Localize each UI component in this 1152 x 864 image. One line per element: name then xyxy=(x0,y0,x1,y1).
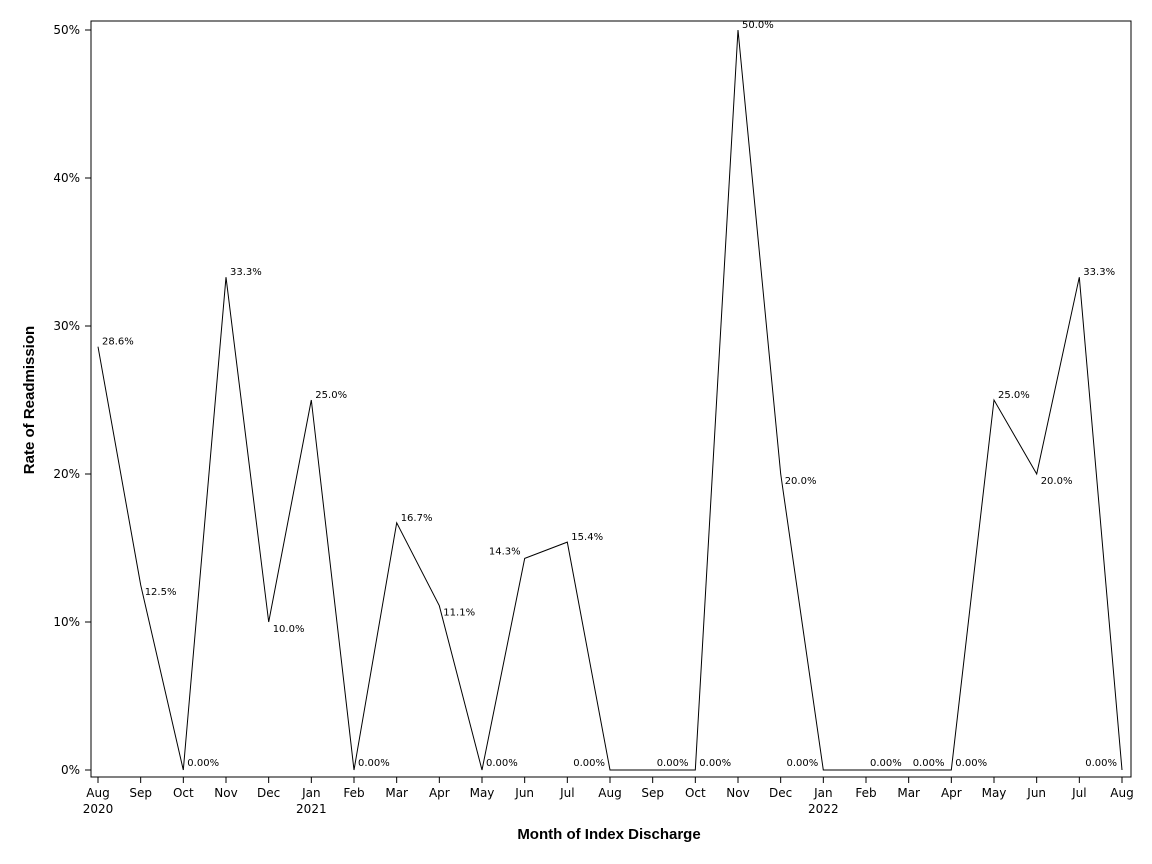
data-label: 0.00% xyxy=(870,758,902,769)
x-axis-title: Month of Index Discharge xyxy=(517,826,700,843)
y-tick-label: 50% xyxy=(53,23,80,37)
data-label: 50.0% xyxy=(742,20,774,31)
data-label: 12.5% xyxy=(145,587,177,598)
x-tick-label: Nov xyxy=(726,786,749,800)
data-label: 0.00% xyxy=(358,758,390,769)
data-label: 20.0% xyxy=(785,476,817,487)
y-tick-label: 20% xyxy=(53,467,80,481)
data-label: 20.0% xyxy=(1041,476,1073,487)
x-axis: Aug 2020 Sep Oct Nov Dec Jan 2021 Feb Mar Apr May Ju… xyxy=(83,777,1134,816)
y-axis-title: Rate of Readmission xyxy=(21,326,38,474)
y-tick-label: 40% xyxy=(53,171,80,185)
x-tick-year-label: 2020 xyxy=(83,802,114,816)
data-label: 0.00% xyxy=(913,758,945,769)
x-tick-label: Jan xyxy=(301,786,321,800)
x-tick-year-label: 2021 xyxy=(296,802,327,816)
x-tick-label: Feb xyxy=(855,786,876,800)
y-tick-label: 10% xyxy=(53,615,80,629)
x-tick-label: May xyxy=(470,786,495,800)
x-tick-label: Oct xyxy=(685,786,706,800)
y-tick-label: 0% xyxy=(61,763,80,777)
data-label: 11.1% xyxy=(443,608,475,619)
data-label: 33.3% xyxy=(1083,267,1115,278)
x-tick-label: Mar xyxy=(897,786,920,800)
data-label: 0.00% xyxy=(486,758,518,769)
x-tick-label: May xyxy=(982,786,1007,800)
data-label: 25.0% xyxy=(998,390,1030,401)
x-tick-label: Jul xyxy=(1071,786,1086,800)
data-label: 0.00% xyxy=(1085,758,1117,769)
data-label: 15.4% xyxy=(571,532,603,543)
x-tick-label: Jul xyxy=(559,786,574,800)
x-tick-label: Aug xyxy=(598,786,621,800)
x-tick-label: Apr xyxy=(941,786,962,800)
data-label: 16.7% xyxy=(401,513,433,524)
data-label: 0.00% xyxy=(187,758,219,769)
series-group xyxy=(97,29,1123,771)
x-tick-label: Jun xyxy=(514,786,534,800)
x-tick-label: Apr xyxy=(429,786,450,800)
data-label: 0.00% xyxy=(787,758,819,769)
x-tick-label: Sep xyxy=(129,786,152,800)
x-tick-label: Dec xyxy=(769,786,792,800)
x-tick-label: Aug xyxy=(1110,786,1133,800)
data-label: 10.0% xyxy=(273,624,305,635)
x-tick-label: Nov xyxy=(214,786,237,800)
data-label: 0.00% xyxy=(657,758,689,769)
data-label: 14.3% xyxy=(489,546,521,557)
data-label: 33.3% xyxy=(230,267,262,278)
x-tick-year-label: 2022 xyxy=(808,802,839,816)
y-axis: 0% 10% 20% 30% 40% 50% xyxy=(53,23,91,777)
x-tick-label: Sep xyxy=(641,786,664,800)
data-label: 0.00% xyxy=(699,758,731,769)
x-tick-label: Oct xyxy=(173,786,194,800)
y-tick-label: 30% xyxy=(53,319,80,333)
plot-frame xyxy=(90,20,1132,778)
x-tick-label: Feb xyxy=(343,786,364,800)
data-label: 28.6% xyxy=(102,337,134,348)
data-label: 0.00% xyxy=(955,758,987,769)
data-labels: 28.6% 12.5% 0.00% 33.3% 10.0% 25.0% 0.00% 16.7%… xyxy=(102,20,1117,769)
x-tick-label: Jan xyxy=(813,786,833,800)
x-tick-label: Aug xyxy=(86,786,109,800)
x-tick-label: Jun xyxy=(1026,786,1046,800)
data-label: 0.00% xyxy=(573,758,605,769)
series-line xyxy=(97,29,1123,771)
x-tick-label: Dec xyxy=(257,786,280,800)
data-label: 25.0% xyxy=(315,390,347,401)
x-tick-label: Mar xyxy=(385,786,408,800)
